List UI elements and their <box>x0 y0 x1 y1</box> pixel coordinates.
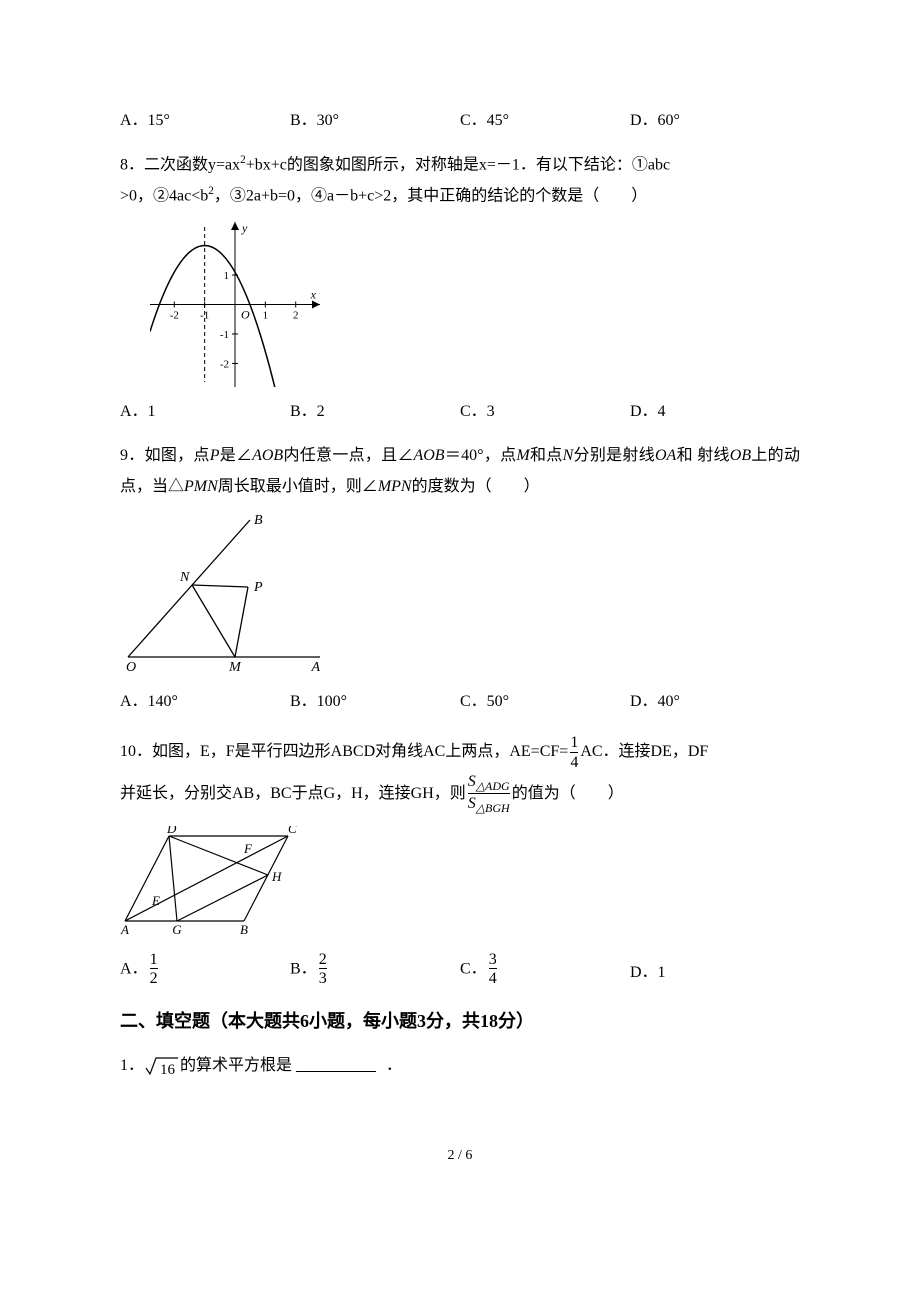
q8-t2: +bx+c的图象如图所示，对称轴是x=－1．有以下结论：①abc <box>246 157 670 174</box>
q10-opt-b: B．23 <box>290 951 460 988</box>
q10-text: 10．如图，E，F是平行四边形ABCD对角线AC上两点，AE=CF=14AC．连… <box>120 731 800 815</box>
q9-opt-b: B．100° <box>290 687 460 717</box>
svg-text:B: B <box>240 922 248 937</box>
svg-text:F: F <box>243 841 253 856</box>
svg-text:x: x <box>310 287 317 301</box>
sqrt-16: 16 <box>144 1054 180 1078</box>
q9-opt-a: A．140° <box>120 687 290 717</box>
svg-text:-2: -2 <box>220 358 229 370</box>
svg-text:B: B <box>254 513 263 528</box>
q8-opt-a: A．1 <box>120 397 290 427</box>
q9-opt-d: D．40° <box>630 687 800 717</box>
q8-t1: 8．二次函数y=ax <box>120 157 240 174</box>
svg-text:A: A <box>120 922 129 937</box>
svg-text:E: E <box>151 893 160 908</box>
q8-opt-c: C．3 <box>460 397 630 427</box>
question-10: 10．如图，E，F是平行四边形ABCD对角线AC上两点，AE=CF=14AC．连… <box>120 731 800 988</box>
svg-text:y: y <box>241 222 248 235</box>
q10-opt-c: C．34 <box>460 951 630 988</box>
svg-text:C: C <box>288 826 297 836</box>
svg-text:2: 2 <box>293 309 299 321</box>
q9-figure: O A B M N P <box>120 512 800 677</box>
svg-text:D: D <box>166 826 177 836</box>
q7-opt-b: B．30° <box>290 106 460 136</box>
question-9: 9．如图，点P是∠AOB内任意一点，且∠AOB＝40°，点M和点N分别是射线OA… <box>120 441 800 717</box>
q10-options: A．12 B．23 C．34 D．1 <box>120 951 800 988</box>
question-8: 8．二次函数y=ax 2 +bx+c的图象如图所示，对称轴是x=－1．有以下结论：①… <box>120 150 800 427</box>
q8-parabola-chart: -2-112-2-11Oxy <box>150 222 320 387</box>
svg-text:P: P <box>253 580 263 595</box>
svg-text:1: 1 <box>263 309 269 321</box>
svg-text:O: O <box>126 660 136 675</box>
q8-opt-d: D．4 <box>630 397 800 427</box>
q7-opt-d: D．60° <box>630 106 800 136</box>
svg-text:-2: -2 <box>170 309 179 321</box>
q10-parallelogram: A B C D E F G H <box>120 826 305 941</box>
q7-options-row: A．15° B．30° C．45° D．60° <box>120 106 800 136</box>
q10-opt-d: D．1 <box>630 958 800 988</box>
svg-text:1: 1 <box>224 270 230 282</box>
q9-options: A．140° B．100° C．50° D．40° <box>120 687 800 717</box>
svg-text:-1: -1 <box>220 329 229 341</box>
q8-opt-b: B．2 <box>290 397 460 427</box>
q8-text: 8．二次函数y=ax2+bx+c的图象如图所示，对称轴是x=－1．有以下结论：①… <box>120 150 800 211</box>
q9-text: 9．如图，点P是∠AOB内任意一点，且∠AOB＝40°，点M和点N分别是射线OA… <box>120 441 800 502</box>
q8-figure: -2-112-2-11Oxy <box>150 222 800 387</box>
q10-ratio: S△ADGS△BGH <box>468 773 510 816</box>
svg-text:O: O <box>241 307 250 321</box>
q10-opt-a: A．12 <box>120 951 290 988</box>
svg-text:A: A <box>310 660 320 675</box>
q10-frac-ac: 14 <box>570 734 578 771</box>
q9-angle-diagram: O A B M N P <box>120 512 330 677</box>
svg-text:16: 16 <box>160 1062 176 1078</box>
svg-text:M: M <box>228 660 242 675</box>
q7-opt-a: A．15° <box>120 106 290 136</box>
svg-text:G: G <box>172 922 182 937</box>
q7-opt-c: C．45° <box>460 106 630 136</box>
fill-blank-1 <box>296 1048 386 1083</box>
svg-text:H: H <box>271 869 282 884</box>
q8-t3: >0，②4ac<b <box>120 187 208 204</box>
svg-text:N: N <box>179 570 190 585</box>
q8-t4: ，③2a+b=0，④a－b+c>2，其中正确的结论的个数是（ ） <box>214 187 647 204</box>
q7-options: A．15° B．30° C．45° D．60° <box>120 106 800 136</box>
section-2-title: 二、填空题（本大题共6小题，每小题3分，共18分） <box>120 1004 800 1038</box>
fill-question-1: 1．16的算术平方根是 ． <box>120 1048 800 1083</box>
q10-figure: A B C D E F G H <box>120 826 800 941</box>
q8-options: A．1 B．2 C．3 D．4 <box>120 397 800 427</box>
q9-opt-c: C．50° <box>460 687 630 717</box>
page-number: 2 / 6 <box>120 1143 800 1170</box>
